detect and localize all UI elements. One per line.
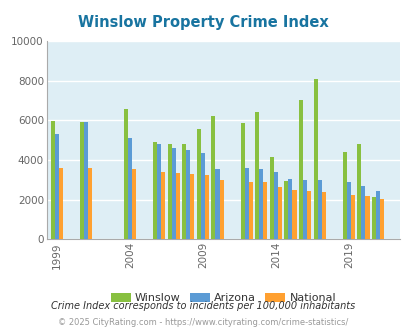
Bar: [350, 195, 354, 239]
Bar: [346, 182, 350, 239]
Bar: [379, 199, 383, 239]
Bar: [215, 169, 219, 239]
Bar: [254, 112, 258, 239]
Bar: [211, 116, 215, 239]
Bar: [306, 191, 310, 239]
Bar: [124, 109, 128, 239]
Bar: [248, 182, 252, 239]
Bar: [161, 172, 165, 239]
Text: © 2025 CityRating.com - https://www.cityrating.com/crime-statistics/: © 2025 CityRating.com - https://www.city…: [58, 318, 347, 327]
Bar: [240, 123, 244, 239]
Bar: [342, 152, 346, 239]
Bar: [364, 196, 369, 239]
Bar: [190, 174, 194, 239]
Bar: [157, 144, 161, 239]
Bar: [298, 100, 302, 239]
Bar: [269, 157, 273, 239]
Bar: [88, 168, 92, 239]
Bar: [288, 179, 292, 239]
Bar: [263, 182, 267, 239]
Bar: [302, 180, 306, 239]
Bar: [182, 144, 186, 239]
Bar: [284, 181, 288, 239]
Bar: [132, 169, 136, 239]
Bar: [244, 168, 248, 239]
Bar: [375, 191, 379, 239]
Bar: [55, 134, 59, 239]
Bar: [317, 180, 321, 239]
Bar: [371, 197, 375, 239]
Bar: [80, 122, 84, 239]
Text: Crime Index corresponds to incidents per 100,000 inhabitants: Crime Index corresponds to incidents per…: [51, 301, 354, 311]
Bar: [171, 148, 175, 239]
Bar: [59, 168, 63, 239]
Bar: [277, 187, 281, 239]
Bar: [321, 192, 325, 239]
Bar: [51, 121, 55, 239]
Bar: [153, 142, 157, 239]
Bar: [200, 153, 205, 239]
Bar: [292, 190, 296, 239]
Bar: [360, 186, 364, 239]
Bar: [175, 173, 179, 239]
Bar: [356, 144, 360, 239]
Text: Winslow Property Crime Index: Winslow Property Crime Index: [77, 15, 328, 30]
Bar: [313, 79, 317, 239]
Bar: [167, 144, 171, 239]
Bar: [258, 169, 263, 239]
Bar: [128, 138, 132, 239]
Bar: [219, 180, 223, 239]
Bar: [205, 175, 209, 239]
Legend: Winslow, Arizona, National: Winslow, Arizona, National: [106, 288, 340, 308]
Bar: [84, 122, 88, 239]
Bar: [273, 172, 277, 239]
Bar: [196, 129, 200, 239]
Bar: [186, 150, 190, 239]
